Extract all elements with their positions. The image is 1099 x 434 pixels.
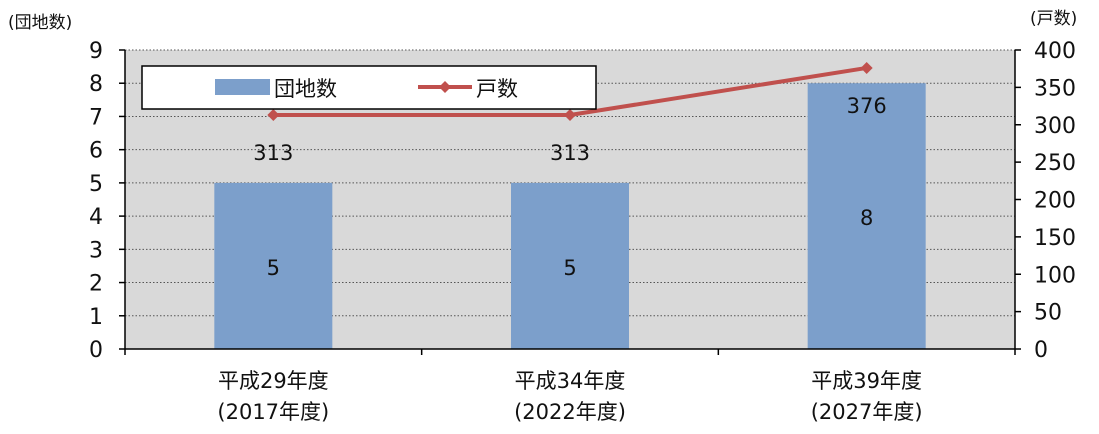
left-axis-label: (団地数) — [8, 13, 72, 33]
left-tick-label: 0 — [89, 338, 103, 363]
left-tick-label: 2 — [89, 272, 103, 297]
line-data-label: 313 — [550, 141, 590, 165]
left-tick-label: 4 — [89, 205, 103, 230]
right-tick-label: 0 — [1034, 338, 1048, 363]
bar-data-labels: 5 5 8 — [267, 206, 874, 280]
right-tick-label: 350 — [1034, 76, 1076, 101]
right-tick-label: 400 — [1034, 39, 1076, 64]
series-point — [860, 61, 873, 74]
left-tick-label: 1 — [89, 305, 103, 330]
line-data-label: 313 — [253, 141, 293, 165]
legend: 団地数 戸数 — [141, 65, 597, 110]
line-series — [267, 61, 873, 122]
right-tick-label: 300 — [1034, 114, 1076, 139]
right-axis-tick-labels: 0 50 100 150 200 250 300 350 400 — [1034, 39, 1076, 363]
left-tick-label: 8 — [89, 72, 103, 97]
bar — [511, 182, 629, 349]
left-tick-label: 6 — [89, 139, 103, 164]
axes — [119, 49, 1021, 355]
legend-bar-label: 団地数 — [274, 77, 337, 101]
legend-line-marker — [439, 81, 451, 93]
bar-data-label: 8 — [860, 206, 873, 230]
series-point — [564, 109, 576, 122]
right-tick-label: 50 — [1034, 301, 1062, 326]
right-tick-label: 100 — [1034, 263, 1076, 288]
bar-data-label: 5 — [563, 256, 576, 280]
series-point — [267, 109, 280, 122]
x-tick-label: 平成39年度(2027年度) — [811, 369, 923, 424]
left-tick-label: 5 — [89, 172, 103, 197]
x-axis-tick-labels: 平成29年度(2017年度) 平成34年度(2022年度) 平成39年度(2027年… — [217, 369, 922, 424]
x-tick-label: 平成34年度(2022年度) — [514, 369, 626, 424]
line-data-labels: 313 313 376 — [253, 94, 886, 165]
right-axis-label: (戸数) — [1030, 9, 1077, 29]
right-tick-label: 150 — [1034, 226, 1076, 251]
left-tick-label: 7 — [89, 105, 103, 130]
legend-bar-swatch — [215, 79, 270, 95]
bar — [214, 182, 333, 349]
bar-data-label: 5 — [267, 256, 280, 280]
right-tick-label: 250 — [1034, 151, 1076, 176]
right-tick-label: 200 — [1034, 189, 1076, 214]
left-tick-label: 3 — [89, 238, 103, 263]
bar-series — [214, 83, 926, 349]
legend-box — [141, 65, 597, 110]
bar — [807, 83, 926, 349]
line-data-label: 376 — [847, 94, 887, 118]
x-tick-label: 平成29年度(2017年度) — [217, 369, 329, 424]
legend-line-label: 戸数 — [476, 77, 518, 101]
left-axis-tick-labels: 0 1 2 3 4 5 6 7 8 9 — [89, 39, 103, 363]
left-tick-label: 9 — [89, 39, 103, 64]
